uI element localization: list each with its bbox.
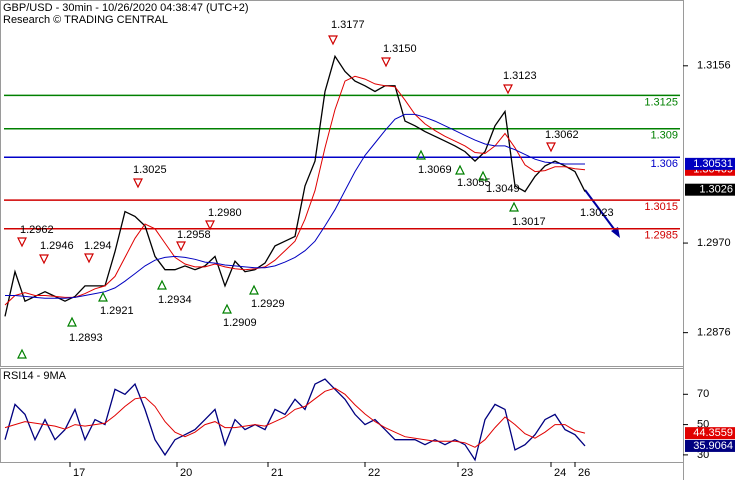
x-tick-label: 23 — [461, 467, 473, 479]
level-label: 1.306 — [650, 158, 678, 170]
low-label: 1.3069 — [418, 164, 452, 176]
level-label: 1.2985 — [644, 230, 678, 242]
x-tick-label: 17 — [73, 467, 85, 479]
high-marker — [205, 220, 215, 231]
forecast-arrow — [584, 189, 618, 234]
series-line — [4, 54, 586, 317]
low-label: 1.3017 — [512, 216, 546, 228]
high-marker — [17, 237, 27, 248]
level-label: 1.3015 — [644, 201, 678, 213]
high-label: 1.2980 — [208, 207, 242, 219]
high-marker — [381, 57, 391, 68]
low-label: 1.2934 — [158, 294, 192, 306]
high-marker — [176, 241, 186, 252]
last-value-label: 35.9064 — [693, 440, 733, 452]
y-tick-label: 1.2876 — [697, 327, 731, 339]
low-label: 1.3049 — [486, 183, 520, 195]
x-tick-label: 24 — [554, 467, 566, 479]
target-label: 1.3023 — [580, 207, 614, 219]
low-label: 1.2921 — [100, 305, 134, 317]
series-line — [4, 75, 586, 306]
low-marker — [478, 170, 488, 181]
high-label: 1.3062 — [545, 129, 579, 141]
low-marker — [455, 164, 465, 175]
high-label: 1.2958 — [177, 229, 211, 241]
high-label: 1.294 — [84, 240, 112, 252]
x-tick-label: 22 — [368, 467, 380, 479]
x-tick-label: 20 — [180, 467, 192, 479]
low-label: 1.2909 — [223, 317, 257, 329]
high-marker — [546, 142, 556, 153]
low-marker — [98, 291, 108, 302]
x-tick-label: 21 — [271, 467, 283, 479]
rsi-title: RSI14 - 9MA — [3, 370, 67, 382]
low-marker — [222, 303, 232, 314]
chart-subtitle: Research © TRADING CENTRAL — [3, 14, 168, 26]
series-line — [5, 113, 585, 299]
level-label: 1.3125 — [644, 96, 678, 108]
y-tick-label: 1.2970 — [697, 237, 731, 249]
low-marker — [17, 348, 27, 359]
low-marker — [416, 149, 426, 160]
low-label: 1.2893 — [69, 332, 103, 344]
high-marker — [328, 35, 338, 46]
low-marker — [249, 284, 259, 295]
low-marker — [67, 316, 77, 327]
x-tick-label: 26 — [578, 467, 590, 479]
high-marker — [503, 84, 513, 95]
last-value-box — [685, 157, 735, 170]
level-label: 1.309 — [650, 130, 678, 142]
low-marker — [157, 279, 167, 290]
high-marker — [39, 254, 49, 265]
forecast-arrowhead — [611, 227, 620, 238]
high-label: 1.3177 — [331, 19, 365, 31]
y-tick-label: 70 — [697, 388, 709, 400]
last-value-box — [685, 427, 735, 440]
last-value-label: 1.30531 — [693, 158, 733, 170]
low-marker — [509, 201, 519, 212]
chart-title: GBP/USD - 30min - 10/26/2020 04:38:47 (U… — [3, 2, 248, 14]
y-tick-label: 1.3156 — [697, 60, 731, 72]
series-line — [4, 387, 586, 448]
high-label: 1.3123 — [503, 70, 537, 82]
last-value-box — [685, 439, 735, 452]
last-value-label: 1.3026 — [699, 184, 733, 196]
last-value-label: 44.3559 — [693, 427, 733, 439]
last-value-box — [685, 183, 735, 196]
low-label: 1.2929 — [251, 298, 285, 310]
high-label: 1.3150 — [383, 43, 417, 55]
high-marker — [84, 253, 94, 264]
high-label: 1.3025 — [133, 164, 167, 176]
high-label: 1.2946 — [40, 240, 74, 252]
high-label: 1.2962 — [20, 224, 54, 236]
high-marker — [133, 178, 143, 189]
series-line — [4, 378, 586, 462]
